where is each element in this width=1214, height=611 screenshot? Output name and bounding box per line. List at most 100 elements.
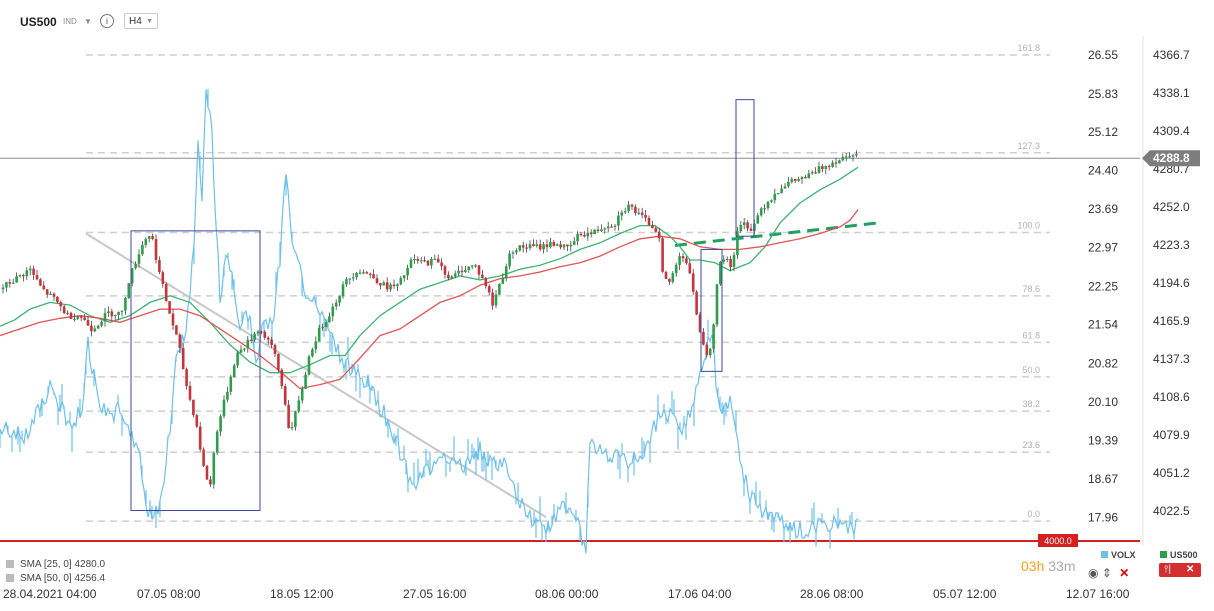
fib-label: 0.0 <box>1027 509 1040 519</box>
candle-body <box>586 232 590 237</box>
chart-header: US500 IND ▼ i H4 ▼ <box>0 0 1214 44</box>
candle-body <box>290 426 294 429</box>
sma-25-indicator[interactable]: SMA [25, 0] 4280.0 <box>6 559 105 570</box>
candle-body <box>205 465 209 480</box>
volx-controls: ◉ ⇕ ✕ <box>1088 566 1129 580</box>
candle-body <box>603 228 607 230</box>
candle-body <box>372 274 375 279</box>
x-tick: 12.07 16:00 <box>1066 587 1130 601</box>
close-icon[interactable]: ✕ <box>1119 566 1130 580</box>
candle-body <box>501 277 505 284</box>
indicator-settings-icon[interactable] <box>6 560 14 569</box>
candle-body <box>263 332 267 338</box>
candle-body <box>260 331 263 333</box>
candle-body <box>219 416 222 432</box>
candle-body <box>321 326 324 329</box>
candle-body <box>661 238 664 272</box>
legend-volx[interactable]: VOLX <box>1101 550 1136 560</box>
candle-body <box>756 215 760 224</box>
eye-icon[interactable]: ◉ <box>1088 566 1099 580</box>
candle-body <box>56 296 59 303</box>
settings-icon[interactable]: ⫯| <box>1164 564 1171 575</box>
sma-50-indicator[interactable]: SMA [50, 0] 4256.4 <box>6 573 105 584</box>
candle-body <box>487 286 491 293</box>
candle-body <box>447 274 450 279</box>
legend-us500[interactable]: US500 <box>1160 550 1198 560</box>
candle-body <box>158 259 161 273</box>
candle-body <box>627 204 630 212</box>
y-left-tick: 20.82 <box>1088 356 1118 370</box>
us500-controls: ⫯| ✕ <box>1159 563 1201 577</box>
fib-label: 23.6 <box>1022 440 1040 450</box>
candle-body <box>49 293 52 295</box>
info-icon[interactable]: i <box>100 14 114 28</box>
candle-body <box>664 271 668 279</box>
candle-body <box>239 349 243 353</box>
candle-body <box>389 284 392 290</box>
candle-body <box>630 204 634 207</box>
candle-body <box>304 374 307 389</box>
candle-body <box>766 201 770 209</box>
candle-body <box>18 275 22 277</box>
candle-body <box>810 172 814 174</box>
timeframe-select[interactable]: H4 ▼ <box>124 13 158 29</box>
candle-body <box>851 155 855 157</box>
candle-body <box>606 226 610 229</box>
trendlines <box>0 157 1140 542</box>
candle-body <box>358 272 362 274</box>
x-tick: 18.05 12:00 <box>270 587 334 601</box>
candle-body <box>712 324 715 349</box>
fib-label: 161.8 <box>1017 43 1040 53</box>
candle-body <box>678 256 681 265</box>
candle-body <box>436 258 440 263</box>
close-icon[interactable]: ✕ <box>1186 564 1195 575</box>
candle-body <box>32 268 35 275</box>
candle-body <box>399 278 403 285</box>
candle-body <box>127 283 131 298</box>
y-right-tick: 4223.3 <box>1153 238 1190 252</box>
candle-body <box>671 273 675 282</box>
candle-body <box>450 276 454 279</box>
fib-label: 100.0 <box>1017 220 1040 230</box>
candle-body <box>385 282 389 290</box>
chevron-down-icon[interactable]: ▼ <box>84 17 92 26</box>
candle-body <box>25 270 29 277</box>
candle-body <box>746 222 749 229</box>
candle-body <box>423 260 426 262</box>
candle-body <box>110 311 114 317</box>
instrument-type-label: IND <box>63 17 77 26</box>
candle-body <box>518 245 522 251</box>
y-right-tick: 4165.9 <box>1153 314 1190 328</box>
candle-body <box>300 388 304 401</box>
candle-body <box>545 244 549 248</box>
y-right-tick: 4194.6 <box>1153 276 1190 290</box>
indicator-settings-icon[interactable] <box>6 574 14 583</box>
candle-body <box>294 411 297 427</box>
timeframe-value: H4 <box>129 16 142 27</box>
y-right-tick: 4051.2 <box>1153 466 1190 480</box>
last-price-value: 4288.8 <box>1153 151 1190 165</box>
candle-body <box>674 264 678 274</box>
candle-body <box>834 162 838 164</box>
sma-50-line <box>0 209 859 390</box>
fibonacci-levels: 161.8 127.3 100.0 78.6 61.8 50.0 38.2 23.6 0.0 <box>86 43 1050 522</box>
candle-body <box>831 162 834 167</box>
candle-body <box>226 391 229 400</box>
up-down-arrows-icon[interactable]: ⇕ <box>1101 566 1112 580</box>
candle-body <box>481 274 484 279</box>
candle-body <box>722 259 726 262</box>
candle-body <box>185 369 188 387</box>
x-tick: 08.06 00:00 <box>535 587 599 601</box>
candle-body <box>334 302 338 307</box>
candle-body <box>562 244 566 248</box>
candle-body <box>117 311 120 316</box>
candle-body <box>103 313 107 322</box>
candle-body <box>651 225 654 229</box>
candle-body <box>780 188 783 193</box>
y-right-tick: 4309.4 <box>1153 124 1190 138</box>
candle-body <box>484 278 488 287</box>
candle-body <box>83 317 86 321</box>
candle-body <box>266 337 270 340</box>
symbol-label[interactable]: US500 <box>20 15 57 29</box>
